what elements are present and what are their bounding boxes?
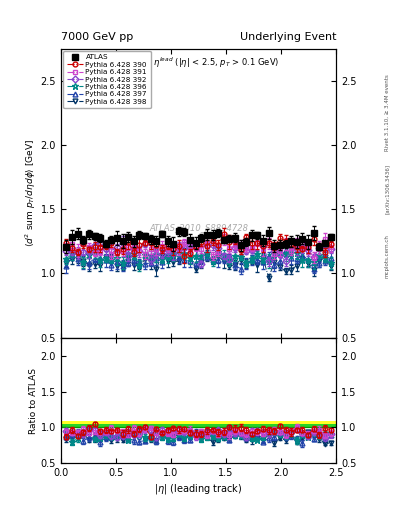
Legend: ATLAS, Pythia 6.428 390, Pythia 6.428 391, Pythia 6.428 392, Pythia 6.428 396, P: ATLAS, Pythia 6.428 390, Pythia 6.428 39…: [63, 51, 151, 108]
Y-axis label: Ratio to ATLAS: Ratio to ATLAS: [29, 368, 38, 434]
Bar: [61, 424, 336, 428]
Text: Underlying Event: Underlying Event: [239, 32, 336, 42]
Text: 7000 GeV pp: 7000 GeV pp: [61, 32, 133, 42]
Text: mcplots.cern.ch: mcplots.cern.ch: [385, 234, 389, 278]
Text: [arXiv:1306.3436]: [arXiv:1306.3436]: [385, 164, 389, 215]
X-axis label: $|\eta|$ (leading track): $|\eta|$ (leading track): [154, 482, 243, 497]
Text: $\Sigma(p_T)$ vs $\eta^{lead}$ ($|\eta|$ < 2.5, $p_T$ > 0.1 GeV): $\Sigma(p_T)$ vs $\eta^{lead}$ ($|\eta|$…: [118, 56, 279, 70]
Text: ATLAS_2010_S8894728: ATLAS_2010_S8894728: [149, 223, 248, 232]
Y-axis label: $\langle d^2$ sum $p_T/d\eta d\phi\rangle$ [GeV]: $\langle d^2$ sum $p_T/d\eta d\phi\rangl…: [23, 139, 38, 247]
Text: Rivet 3.1.10, ≥ 3.4M events: Rivet 3.1.10, ≥ 3.4M events: [385, 74, 389, 151]
Bar: [61, 421, 336, 424]
